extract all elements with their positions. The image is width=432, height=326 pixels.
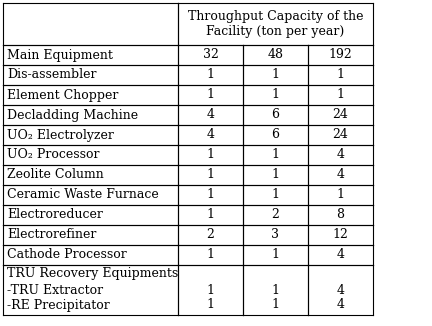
Text: 1: 1 <box>206 88 215 101</box>
Text: 2: 2 <box>272 209 280 221</box>
Text: 1: 1 <box>206 299 215 312</box>
Text: 1: 1 <box>337 88 344 101</box>
Text: 1: 1 <box>337 188 344 201</box>
Text: 6: 6 <box>271 128 280 141</box>
Text: 1: 1 <box>337 68 344 82</box>
Text: 1: 1 <box>271 188 280 201</box>
Text: 2: 2 <box>206 229 214 242</box>
Text: 1: 1 <box>271 68 280 82</box>
Text: 1: 1 <box>206 248 215 261</box>
Text: 3: 3 <box>271 229 280 242</box>
Text: Electrorefiner: Electrorefiner <box>7 229 96 242</box>
Text: 4: 4 <box>206 109 215 122</box>
Text: Zeolite Column: Zeolite Column <box>7 169 104 182</box>
Text: Decladding Machine: Decladding Machine <box>7 109 138 122</box>
Text: 1: 1 <box>271 169 280 182</box>
Text: 1: 1 <box>271 284 280 297</box>
Text: 1: 1 <box>206 188 215 201</box>
Text: 1: 1 <box>271 88 280 101</box>
Text: 6: 6 <box>271 109 280 122</box>
Text: 1: 1 <box>206 284 215 297</box>
Text: 4: 4 <box>337 299 344 312</box>
Text: Throughput Capacity of the
Facility (ton per year): Throughput Capacity of the Facility (ton… <box>188 10 363 38</box>
Text: 24: 24 <box>333 109 349 122</box>
Text: 1: 1 <box>206 209 215 221</box>
Text: 48: 48 <box>267 49 283 62</box>
Text: 1: 1 <box>271 299 280 312</box>
Text: 192: 192 <box>329 49 353 62</box>
Text: 32: 32 <box>203 49 219 62</box>
Text: UO₂ Electrolyzer: UO₂ Electrolyzer <box>7 128 114 141</box>
Text: -TRU Extractor: -TRU Extractor <box>7 284 103 297</box>
Text: 1: 1 <box>206 169 215 182</box>
Text: Element Chopper: Element Chopper <box>7 88 118 101</box>
Text: 1: 1 <box>206 149 215 161</box>
Text: 1: 1 <box>271 248 280 261</box>
Text: 24: 24 <box>333 128 349 141</box>
Text: 8: 8 <box>337 209 344 221</box>
Text: Electroreducer: Electroreducer <box>7 209 103 221</box>
Text: 12: 12 <box>333 229 349 242</box>
Text: 4: 4 <box>337 284 344 297</box>
Text: Dis-assembler: Dis-assembler <box>7 68 96 82</box>
Text: TRU Recovery Equipments: TRU Recovery Equipments <box>7 268 178 280</box>
Text: 1: 1 <box>206 68 215 82</box>
Text: Main Equipment: Main Equipment <box>7 49 113 62</box>
Text: 4: 4 <box>206 128 215 141</box>
Text: Cathode Processor: Cathode Processor <box>7 248 127 261</box>
Text: 4: 4 <box>337 149 344 161</box>
Text: Ceramic Waste Furnace: Ceramic Waste Furnace <box>7 188 159 201</box>
Text: -RE Precipitator: -RE Precipitator <box>7 299 110 312</box>
Text: UO₂ Processor: UO₂ Processor <box>7 149 99 161</box>
Text: 1: 1 <box>271 149 280 161</box>
Text: 4: 4 <box>337 169 344 182</box>
Text: 4: 4 <box>337 248 344 261</box>
